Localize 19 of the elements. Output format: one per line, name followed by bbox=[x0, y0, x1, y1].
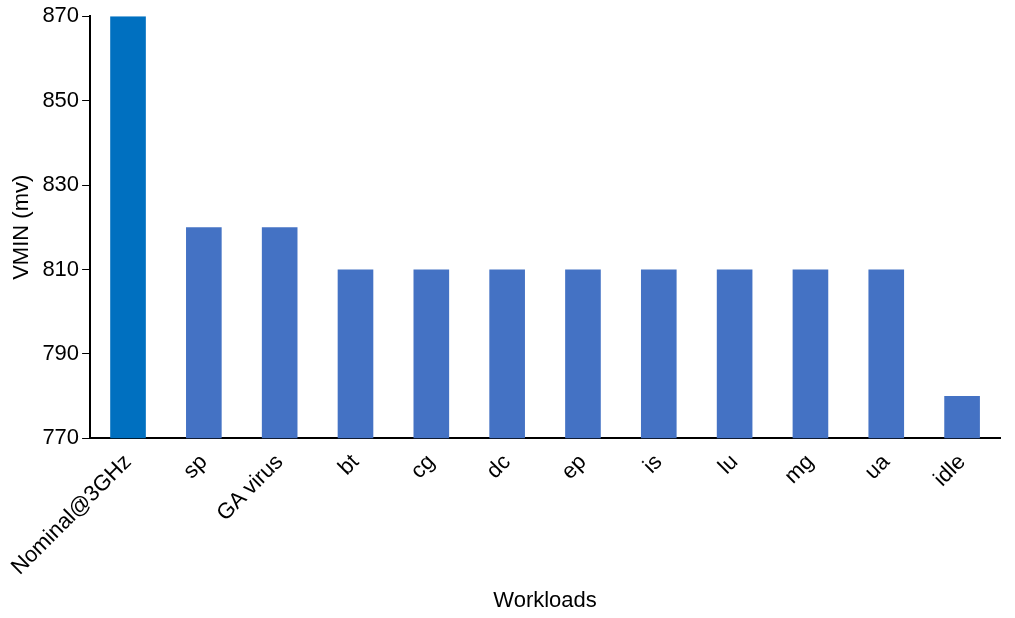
y-axis-title: VMIN (mv) bbox=[8, 174, 34, 280]
y-tick-label: 850 bbox=[42, 86, 80, 112]
y-tick-label: 790 bbox=[42, 339, 80, 365]
x-tick-label: lu bbox=[712, 448, 743, 479]
x-tick-label: ep bbox=[555, 448, 591, 484]
x-tick-label: bt bbox=[332, 448, 364, 480]
y-tick-label: 810 bbox=[42, 255, 80, 281]
x-tick-label: mg bbox=[778, 448, 819, 489]
y-tick-label: 770 bbox=[42, 424, 80, 450]
x-tick-label: ua bbox=[859, 448, 895, 484]
x-tick-label: GA virus bbox=[211, 448, 288, 526]
x-axis-title: Workloads bbox=[493, 586, 597, 612]
y-tick-label: 870 bbox=[42, 2, 80, 28]
x-tick-label: is bbox=[637, 448, 667, 478]
x-tick-label: dc bbox=[480, 448, 515, 483]
x-tick-label: idle bbox=[928, 448, 970, 491]
x-tick-label: cg bbox=[405, 448, 440, 483]
y-tick-label: 830 bbox=[42, 171, 80, 197]
x-tick-label: sp bbox=[177, 448, 212, 483]
